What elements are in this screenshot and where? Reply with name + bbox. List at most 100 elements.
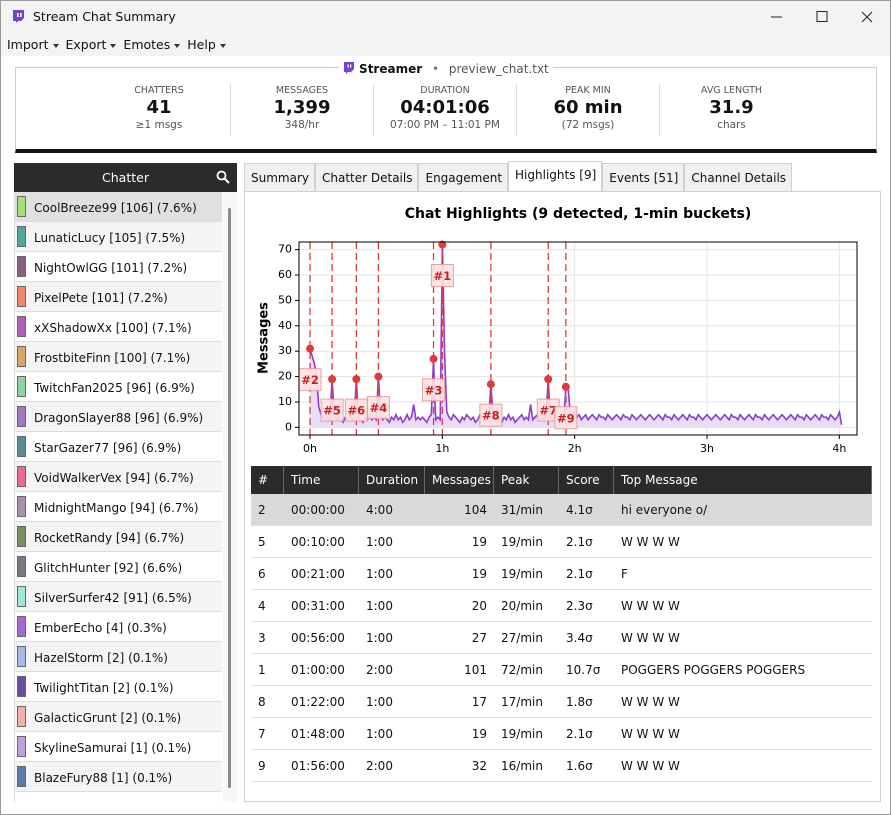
table-cell: POGGERS POGGERS POGGERS [621, 662, 806, 677]
plot-frame [298, 241, 858, 436]
column-header[interactable]: # [251, 466, 284, 494]
chatter-row[interactable]: RocketRandy [94] (6.7%) [15, 522, 222, 552]
chatter-row[interactable]: TwilightTitan [2] (0.1%) [15, 672, 222, 702]
column-header[interactable]: Messages [425, 466, 494, 494]
menu-item[interactable]: Help [186, 32, 226, 56]
window-controls[interactable] [761, 9, 881, 25]
table-cell: 1:00 [366, 598, 393, 613]
stat-value: 41 [146, 97, 172, 118]
scrollbar[interactable] [223, 192, 237, 802]
stat: MESSAGES 1,399 348/hr [231, 84, 374, 136]
highlight-label: #4 [370, 401, 388, 415]
chatter-row[interactable]: VoidWalkerVex [94] (6.7%) [15, 462, 222, 492]
chatter-color [17, 466, 26, 487]
table-cell: 104 [464, 502, 487, 517]
table-row[interactable]: 4 00:31:00 1:00 20 20/min 2.3σ W W W W [251, 590, 872, 622]
chatter-row[interactable]: StarGazer77 [96] (6.9%) [15, 432, 222, 462]
chatter-label: GalacticGrunt [2] (0.1%) [34, 711, 182, 725]
menu-item[interactable]: Import [6, 32, 59, 56]
table-cell: 72/min [501, 662, 543, 677]
highlight-label: #9 [557, 411, 575, 425]
menu-item[interactable]: Export [65, 32, 117, 56]
window-title: Stream Chat Summary [33, 9, 176, 24]
highlight-peak [429, 354, 438, 363]
search-icon[interactable] [216, 170, 230, 184]
table-cell: 32 [471, 758, 487, 773]
chatter-color [17, 226, 26, 247]
chatter-row[interactable]: NightOwlGG [101] (7.2%) [15, 252, 222, 282]
chatter-row[interactable]: HazelStorm [2] (0.1%) [15, 642, 222, 672]
table-cell: 19 [471, 726, 487, 741]
chatter-row[interactable]: SilverSurfer42 [91] (6.5%) [15, 582, 222, 612]
chatter-color [17, 436, 26, 457]
chatter-color [17, 256, 26, 277]
tab[interactable]: Chatter Details [315, 163, 419, 191]
table-cell: 00:00:00 [291, 502, 345, 517]
column-header[interactable]: Top Message [614, 466, 872, 494]
table-row[interactable]: 9 01:56:00 2:00 32 16/min 1.6σ W W W W [251, 750, 872, 782]
tab[interactable]: Engagement [418, 163, 509, 191]
stat-label: CHATTERS [134, 85, 184, 96]
table-cell: W W W W [621, 726, 680, 741]
chatter-color [17, 706, 26, 727]
chatter-color [17, 286, 26, 307]
column-header[interactable]: Duration [359, 466, 425, 494]
chatter-color [17, 406, 26, 427]
chatter-row[interactable]: FrostbiteFinn [100] (7.1%) [15, 342, 222, 372]
chatter-row[interactable]: DragonSlayer88 [96] (6.9%) [15, 402, 222, 432]
tab[interactable]: Highlights [9] [508, 161, 603, 191]
menu-item[interactable]: Emotes [122, 32, 181, 56]
scroll-thumb[interactable] [228, 208, 231, 788]
chatter-row[interactable]: GlitchHunter [92] (6.6%) [15, 552, 222, 582]
x-tick-label: 1h [435, 442, 449, 455]
chatter-row[interactable]: MidnightMango [94] (6.7%) [15, 492, 222, 522]
table-cell: 19/min [501, 534, 543, 549]
table-row[interactable]: 8 01:22:00 1:00 17 17/min 1.8σ W W W W [251, 686, 872, 718]
chatter-label: DragonSlayer88 [96] (6.9%) [34, 411, 204, 425]
y-tick-label: 70 [278, 243, 292, 256]
chatter-color [17, 646, 26, 667]
table-cell: 1:00 [366, 694, 393, 709]
table-row[interactable]: 3 00:56:00 1:00 27 27/min 3.4σ W W W W [251, 622, 872, 654]
table-cell: 16/min [501, 758, 543, 773]
stat: AVG LENGTH 31.9 chars [660, 84, 803, 136]
stat-label: AVG LENGTH [700, 85, 763, 96]
table-row[interactable]: 1 01:00:00 2:00 101 72/min 10.7σ POGGERS POGGE… [251, 654, 872, 686]
chatter-row[interactable]: GalacticGrunt [2] (0.1%) [15, 702, 222, 732]
table-cell: 3 [258, 630, 266, 645]
chatter-row[interactable]: xXShadowXx [100] (7.1%) [15, 312, 222, 342]
table-cell: 00:56:00 [291, 630, 345, 645]
table-cell: 8 [258, 694, 266, 709]
chatter-color [17, 526, 26, 547]
chatter-row[interactable]: BlazeFury88 [1] (0.1%) [15, 762, 222, 792]
table-row[interactable]: 5 00:10:00 1:00 19 19/min 2.1σ W W W W [251, 526, 872, 558]
table-cell: W W W W [621, 758, 680, 773]
highlight-label: #6 [348, 404, 366, 418]
table-row[interactable]: 7 01:48:00 1:00 19 19/min 2.1σ W W W W [251, 718, 872, 750]
chatter-header[interactable]: Chatter [14, 163, 237, 192]
table-cell: 19/min [501, 566, 543, 581]
column-header[interactable]: Score [559, 466, 614, 494]
table-cell: 2.1σ [566, 566, 593, 581]
table-cell: 19 [471, 534, 487, 549]
chatter-row[interactable]: CoolBreeze99 [106] (7.6%) [15, 192, 222, 222]
tab[interactable]: Channel Details [684, 163, 793, 191]
chatter-row[interactable]: TwitchFan2025 [96] (6.9%) [15, 372, 222, 402]
tab[interactable]: Summary [244, 163, 315, 191]
table-cell: 6 [258, 566, 266, 581]
table-row[interactable]: 2 00:00:00 4:00 104 31/min 4.1σ hi everyone o/ [251, 494, 872, 526]
column-header[interactable]: Peak [494, 466, 559, 494]
chatter-row[interactable]: LunaticLucy [105] (7.5%) [15, 222, 222, 252]
tab[interactable]: Events [51] [602, 163, 685, 191]
column-header[interactable]: Time [284, 466, 359, 494]
table-row[interactable]: 6 00:21:00 1:00 19 19/min 2.1σ F [251, 558, 872, 590]
table-cell: 101 [464, 662, 487, 677]
chatter-row[interactable]: EmberEcho [4] (0.3%) [15, 612, 222, 642]
stat-sub: 07:00 PM – 11:01 PM [390, 119, 500, 131]
header-line: Streamer • preview_chat.txt [16, 62, 876, 76]
chatter-row[interactable]: SkylineSamurai [1] (0.1%) [15, 732, 222, 762]
chatter-label: NightOwlGG [101] (7.2%) [34, 261, 188, 275]
chatter-row[interactable]: PixelPete [101] (7.2%) [15, 282, 222, 312]
stat-sub: 348/hr [284, 119, 320, 131]
chart: Chat Highlights (9 detected, 1-min bucke… [257, 206, 858, 455]
